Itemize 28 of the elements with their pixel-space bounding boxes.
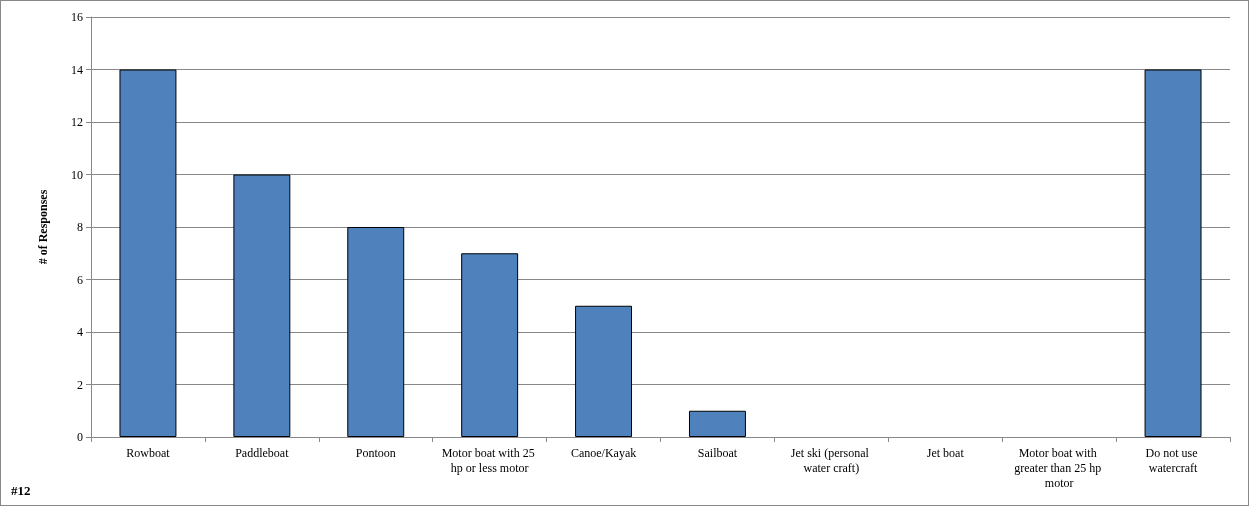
x-tick-label: Pontoon xyxy=(355,445,396,460)
y-tick-label: 12 xyxy=(71,115,83,129)
y-tick-label: 16 xyxy=(71,10,83,24)
y-tick-label: 10 xyxy=(71,167,83,182)
bar xyxy=(575,305,633,437)
y-tick-label: 4 xyxy=(77,325,83,339)
x-tick-label: Motor boat with 25 hp or less motor xyxy=(441,445,538,475)
y-tick-label: 8 xyxy=(77,220,83,234)
bar xyxy=(461,253,519,437)
bar xyxy=(688,410,746,437)
x-tick-label: Jet ski (personal water craft) xyxy=(790,445,872,475)
y-tick-label: 2 xyxy=(77,377,83,392)
bar xyxy=(233,174,291,437)
text: #12 xyxy=(11,483,31,498)
y-tick-label: 0 xyxy=(77,430,83,444)
x-tick-label: Jet boat xyxy=(926,445,965,460)
x-tick-label: Canoe/Kayak xyxy=(570,445,637,460)
bar xyxy=(1144,69,1202,437)
x-tick-label: Paddleboat xyxy=(235,445,290,460)
bar xyxy=(347,227,405,437)
bar xyxy=(119,69,177,437)
y-tick-label: 14 xyxy=(71,62,83,77)
x-tick-label: Rowboat xyxy=(126,445,171,460)
x-tick-label: Do not use watercraft xyxy=(1145,445,1201,475)
x-tick-label: Motor boat with greater than 25 hp motor xyxy=(1014,445,1105,490)
y-axis-title: # of Responses xyxy=(36,189,50,265)
y-tick-label: 6 xyxy=(77,272,83,287)
x-tick-label: Sailboat xyxy=(697,445,738,460)
